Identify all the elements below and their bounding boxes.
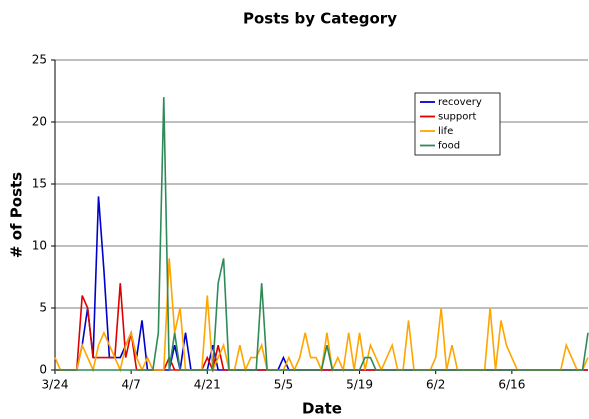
x-tick-label: 4/7 <box>121 378 140 392</box>
y-tick-label: 0 <box>39 363 47 377</box>
y-tick-label: 10 <box>32 239 47 253</box>
series-line <box>55 196 588 371</box>
y-tick-label: 5 <box>39 301 47 315</box>
series-line <box>55 283 588 373</box>
series-line <box>54 258 589 373</box>
legend-label: support <box>438 112 476 123</box>
x-tick-label: 4/21 <box>194 378 221 392</box>
x-tick-label: 6/16 <box>498 378 525 392</box>
y-tick-label: 25 <box>32 53 47 67</box>
chart-title: Posts by Category <box>243 10 397 28</box>
legend-label: recovery <box>438 97 482 108</box>
y-tick-label: 15 <box>32 177 47 191</box>
x-tick-label: 5/5 <box>274 378 293 392</box>
legend-label: food <box>438 141 460 152</box>
x-tick-label: 5/19 <box>346 378 373 392</box>
y-axis-title: # of Posts <box>8 172 26 258</box>
series-line <box>55 97 589 371</box>
x-axis-title: Date <box>302 400 342 418</box>
x-tick-label: 3/24 <box>42 378 69 392</box>
x-tick-label: 6/2 <box>426 378 445 392</box>
y-tick-label: 20 <box>32 115 47 129</box>
legend-label: life <box>438 126 453 137</box>
